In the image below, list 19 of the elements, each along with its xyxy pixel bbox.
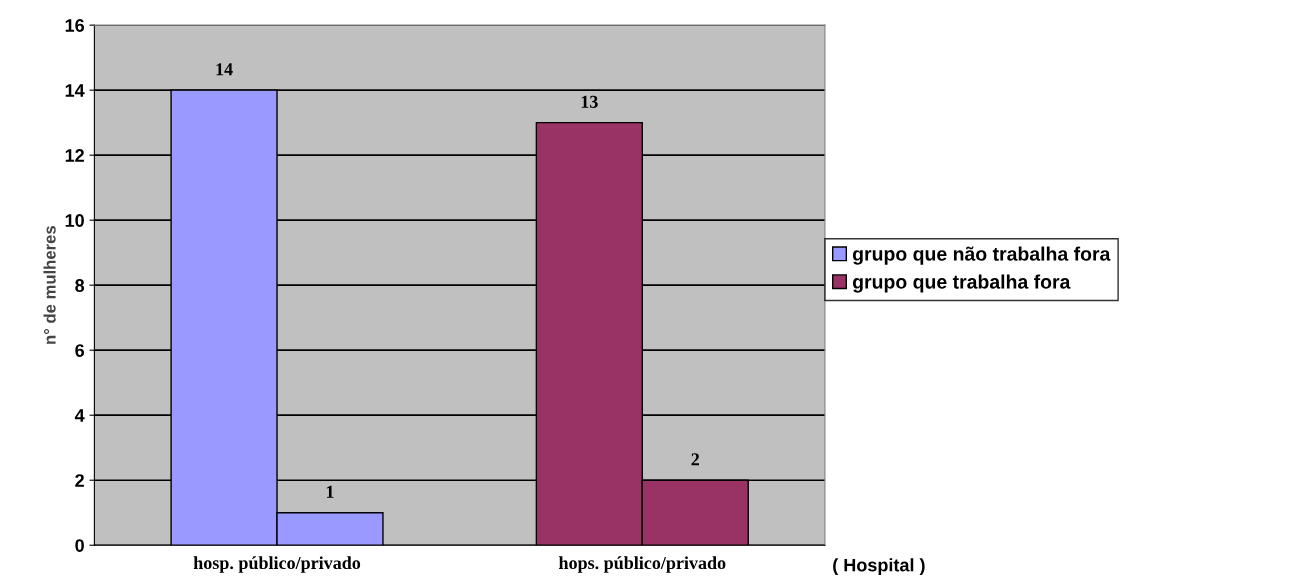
y-tick-label: 14	[65, 84, 85, 97]
y-tick-label: 6	[75, 344, 85, 357]
y-tick-label: 0	[75, 539, 84, 552]
x-tick-label: hosp. público/privado	[193, 556, 361, 573]
legend-label: grupo que não trabalha fora	[852, 246, 1111, 265]
y-axis-title: n° de mulheres	[43, 226, 56, 344]
x-axis-title: ( Hospital )	[833, 558, 925, 576]
y-tick-label: 12	[65, 149, 84, 162]
y-tick-label: 2	[75, 474, 84, 487]
x-tick-label: hops. público/privado	[558, 556, 726, 573]
data-label: 14	[216, 63, 233, 76]
y-tick-label: 8	[75, 279, 85, 292]
data-label: 2	[691, 453, 699, 466]
y-tick-label: 16	[65, 19, 85, 32]
y-tick-label: 10	[65, 214, 84, 227]
y-tick-label: 4	[74, 409, 85, 422]
data-label: 1	[326, 485, 334, 498]
legend-label: grupo que trabalha fora	[852, 274, 1071, 293]
data-label: 13	[581, 95, 598, 108]
